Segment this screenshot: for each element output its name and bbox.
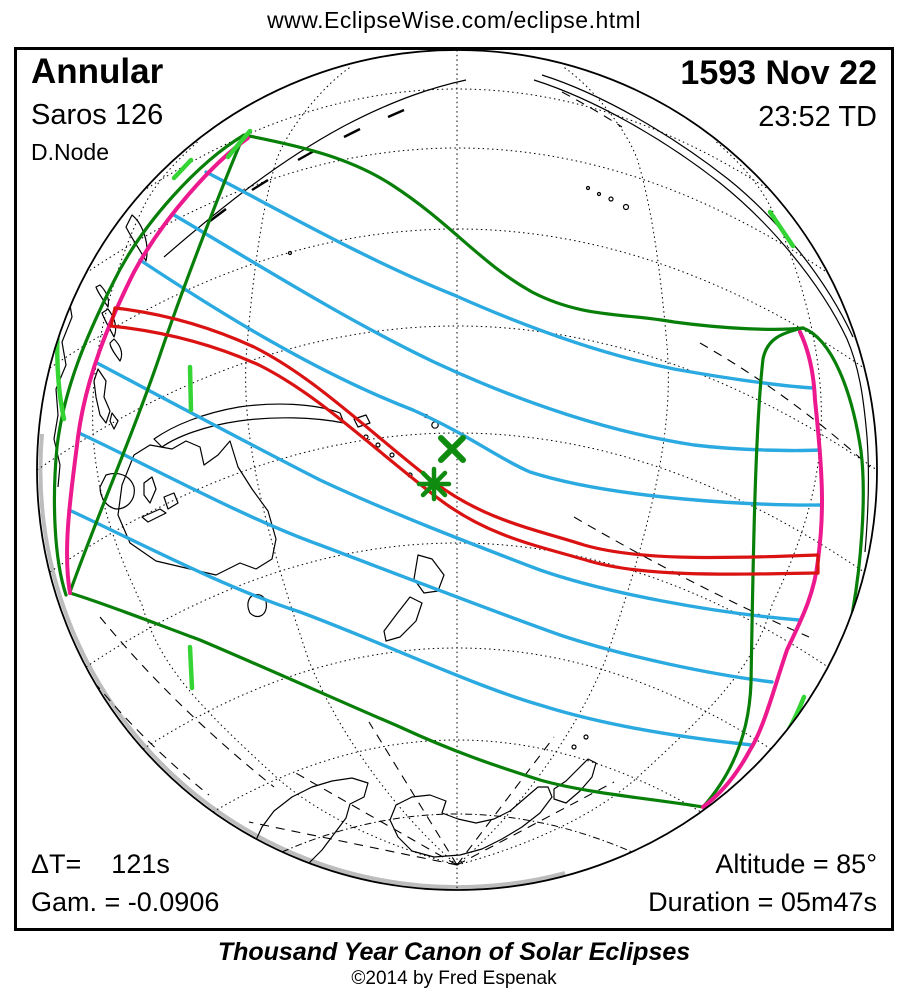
sunrise-sunset-green-segments: [55, 128, 807, 812]
penumbra-limit-green: [52, 133, 865, 812]
eclipse-map-frame: Annular Saros 126 D.Node 1593 Nov 22 23:…: [14, 47, 894, 931]
graticule: [37, 50, 877, 890]
magnitude-isolines-blue: [67, 170, 824, 747]
node-label: D.Node: [31, 139, 109, 165]
gamma-label: Gam. = -0.0906: [31, 886, 220, 917]
polar-circle-line: [281, 813, 633, 853]
subsolar-point-marker: [438, 435, 466, 463]
page-url-text: www.EclipseWise.com/eclipse.html: [267, 7, 641, 33]
limb-shading: [38, 433, 566, 890]
delta-t-label: ΔT= 121s: [31, 848, 170, 879]
altitude-label: Altitude = 85°: [715, 848, 877, 879]
canon-title: Thousand Year Canon of Solar Eclipses: [217, 938, 691, 966]
saros-label: Saros 126: [31, 99, 164, 131]
copyright-credit: ©2014 by Fred Espenak: [351, 968, 557, 989]
eclipse-globe-map: [36, 50, 878, 891]
greatest-eclipse-marker: [416, 466, 452, 502]
eclipse-time-label: 23:52 TD: [758, 101, 877, 133]
eclipse-type-label: Annular: [31, 52, 164, 91]
eclipse-date-label: 1593 Nov 22: [680, 54, 877, 92]
duration-label: Duration = 05m47s: [648, 886, 877, 917]
globe-limb: [36, 50, 878, 891]
central-path-red: [109, 306, 820, 576]
